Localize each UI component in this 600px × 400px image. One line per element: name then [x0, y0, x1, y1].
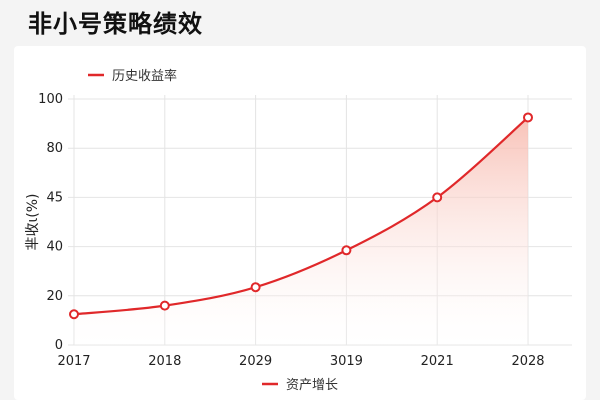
y-tick-label: 40 — [46, 240, 63, 255]
series-area — [74, 117, 528, 345]
data-point[interactable] — [250, 282, 261, 293]
data-point[interactable] — [432, 192, 443, 203]
x-tick-label: 2018 — [148, 354, 181, 369]
legend-bottom-label: 资产增长 — [286, 378, 338, 393]
y-axis-title: 芈收ι(%) — [25, 194, 41, 251]
legend-bottom[interactable]: 资产增长 — [262, 378, 338, 393]
legend-top-label: 历史收益率 — [112, 68, 177, 84]
data-point[interactable] — [69, 309, 79, 320]
x-tick-label: 2028 — [511, 354, 544, 369]
y-tick-label: 0 — [55, 338, 63, 353]
y-tick-labels: 0 20 40 45 80 100 — [38, 92, 63, 353]
data-point[interactable] — [159, 300, 170, 311]
page-title: 非小号策略绩效 — [28, 10, 203, 38]
x-tick-label: 3019 — [330, 354, 363, 369]
y-tick-label: 45 — [46, 190, 63, 205]
data-point[interactable] — [341, 245, 352, 256]
point-layer — [69, 112, 533, 320]
x-tick-label: 2021 — [421, 354, 454, 369]
y-tick-label: 100 — [38, 92, 63, 107]
x-tick-labels: 2017 2018 2029 3019 2021 2028 — [57, 354, 544, 369]
legend-top[interactable]: 历史收益率 — [88, 68, 177, 84]
x-tick-label: 2029 — [239, 354, 272, 369]
y-tick-label: 80 — [46, 141, 63, 156]
x-tick-label: 2017 — [57, 354, 90, 369]
y-tick-label: 20 — [46, 289, 63, 304]
data-point[interactable] — [523, 112, 533, 123]
